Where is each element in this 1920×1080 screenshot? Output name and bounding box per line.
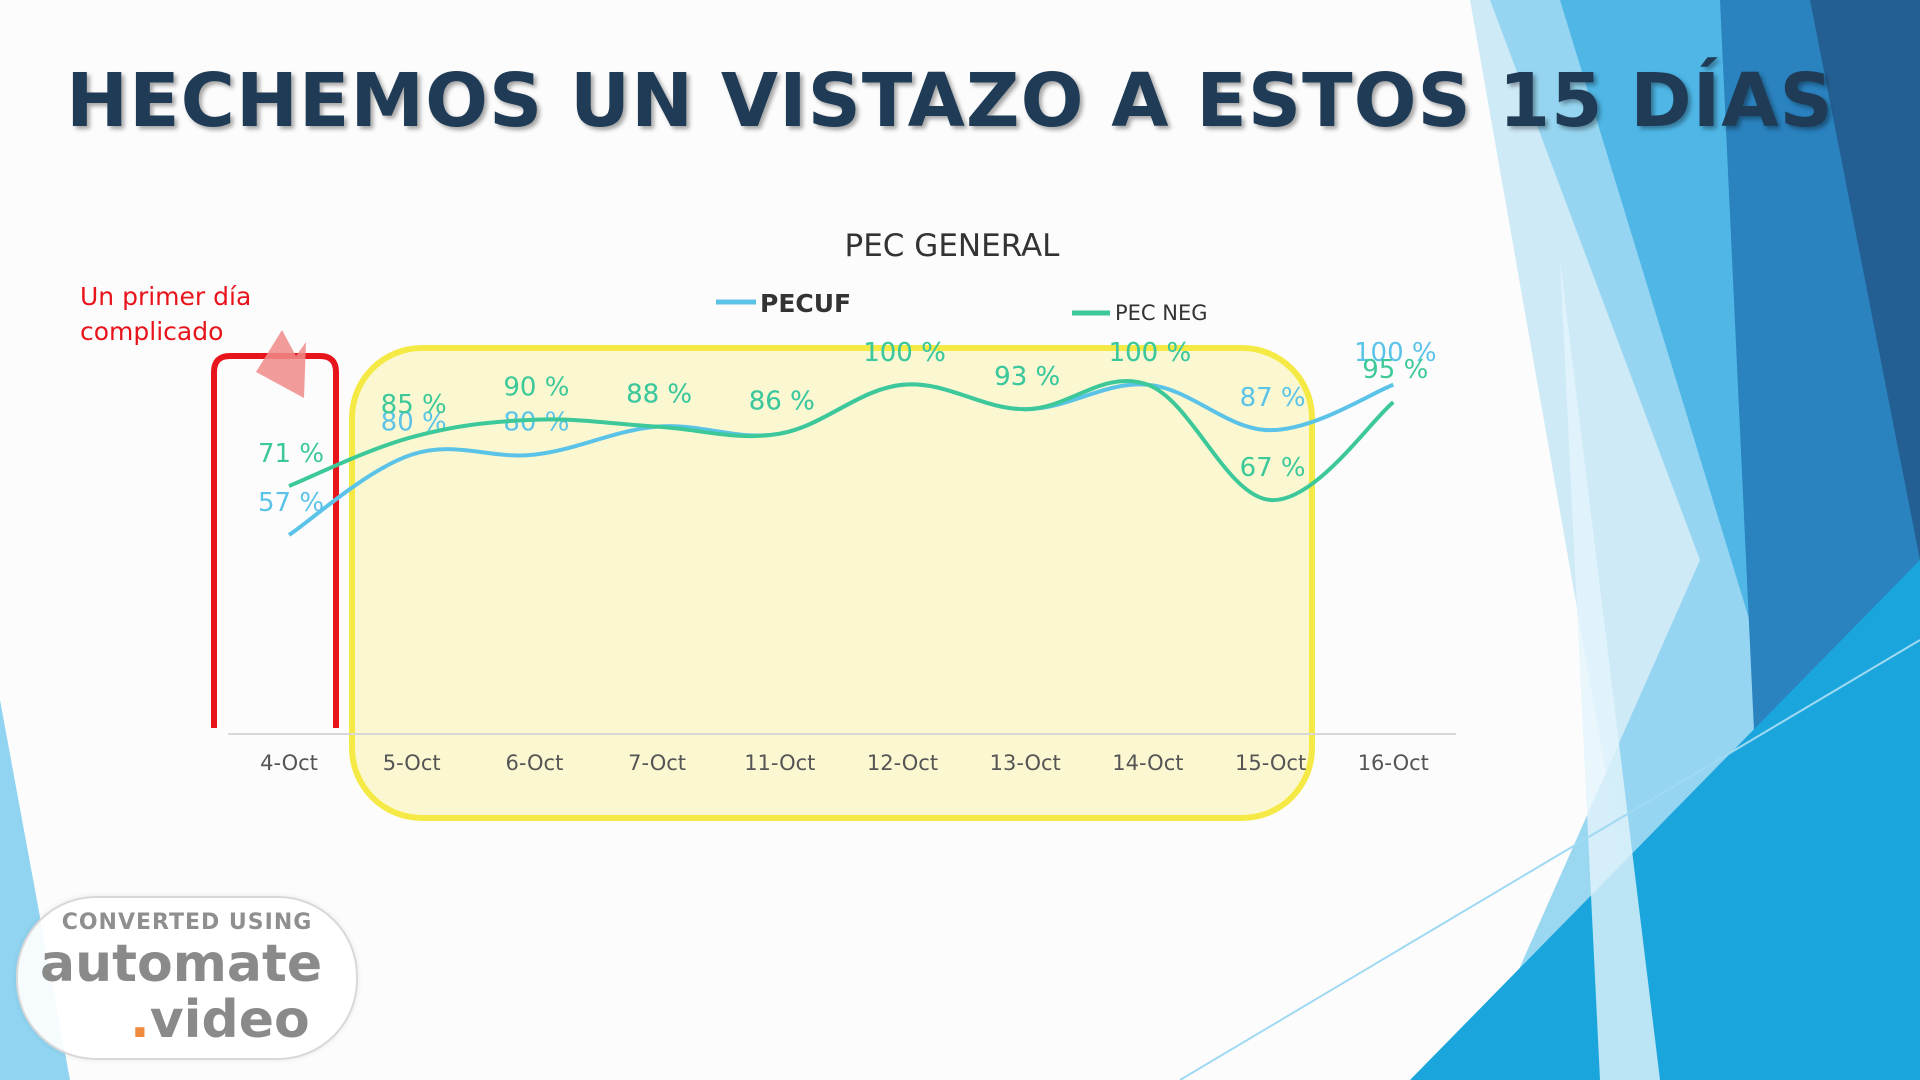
data-label-pec-neg-3: 90 % [503, 373, 569, 403]
annotation-line-2: complicado [80, 317, 223, 346]
bg-thin-line [1179, 639, 1920, 1080]
data-label-pec-neg-6: 100 % [863, 338, 946, 368]
watermark-line-3: .video [130, 990, 310, 1050]
highlight-bracket-first-day [211, 353, 339, 728]
x-tick-label-2: 5-Oct [383, 751, 441, 775]
watermark-dot: . [130, 990, 150, 1050]
series-line-pec-neg [288, 378, 1395, 503]
bg-shard-right-bright [1410, 560, 1920, 1080]
data-label-pec-neg-9: 67 % [1240, 453, 1306, 483]
legend-label-pecuf: PECUF [760, 289, 851, 318]
x-tick-label-8: 14-Oct [1112, 751, 1183, 775]
data-label-pecuf-9: 87 % [1240, 383, 1306, 413]
data-label-pec-neg-4: 88 % [626, 380, 692, 410]
bg-shard-right-dark [1810, 0, 1920, 560]
watermark-line-2: automate [40, 934, 323, 994]
highlight-box-rest [349, 345, 1315, 821]
data-label-pecuf-4: 88 % [626, 380, 692, 410]
data-label-pecuf-1: 57 % [258, 488, 324, 518]
data-label-pec-neg-5: 86 % [749, 387, 815, 417]
x-tick-label-4: 7-Oct [628, 751, 686, 775]
x-tick-label-6: 12-Oct [867, 751, 938, 775]
converted-watermark: CONVERTED USING automate .video [16, 896, 358, 1060]
legend-label-pec-neg: PEC NEG [1115, 301, 1208, 325]
x-tick-label-10: 16-Oct [1358, 751, 1429, 775]
data-label-pec-neg-8: 100 % [1109, 338, 1192, 368]
data-label-pecuf-8: 100 % [1109, 338, 1192, 368]
watermark-video: video [149, 990, 310, 1050]
annotation-arrow-icon [256, 330, 306, 398]
data-label-pec-neg-1: 71 % [258, 439, 324, 469]
x-tick-label-5: 11-Oct [744, 751, 815, 775]
data-label-pecuf-6: 100 % [863, 338, 946, 368]
plot-area: 57 %80 % 80 %88 % 86 %100 %93 %100 %87 %10… [258, 338, 1437, 537]
watermark-line-1: CONVERTED USING [61, 910, 313, 935]
x-tick-label-1: 4-Oct [260, 751, 318, 775]
data-label-pec-neg-7: 93 % [994, 362, 1060, 392]
x-tick-label-7: 13-Oct [990, 751, 1061, 775]
data-label-pec-neg-2: 85 % [381, 390, 447, 420]
data-label-pecuf-5: 86 % [749, 387, 815, 417]
slide-title: HECHEMOS UN VISTAZO A ESTOS 15 DÍAS [66, 58, 1834, 144]
x-tick-label-3: 6-Oct [505, 751, 563, 775]
data-label-pecuf-7: 93 % [994, 362, 1060, 392]
bg-shard-right-pale [1560, 260, 1660, 1080]
x-tick-label-9: 15-Oct [1235, 751, 1306, 775]
x-axis-ticks: 4-Oct 5-Oct 6-Oct 7-Oct 11-Oct 12-Oct 13-Oct 14… [260, 751, 1429, 775]
data-label-pec-neg-10: 95 % [1362, 355, 1428, 385]
annotation-line-1: Un primer día [80, 282, 251, 311]
data-label-pecuf-10: 100 % [1354, 338, 1437, 368]
chart-title: PEC GENERAL [845, 228, 1061, 264]
